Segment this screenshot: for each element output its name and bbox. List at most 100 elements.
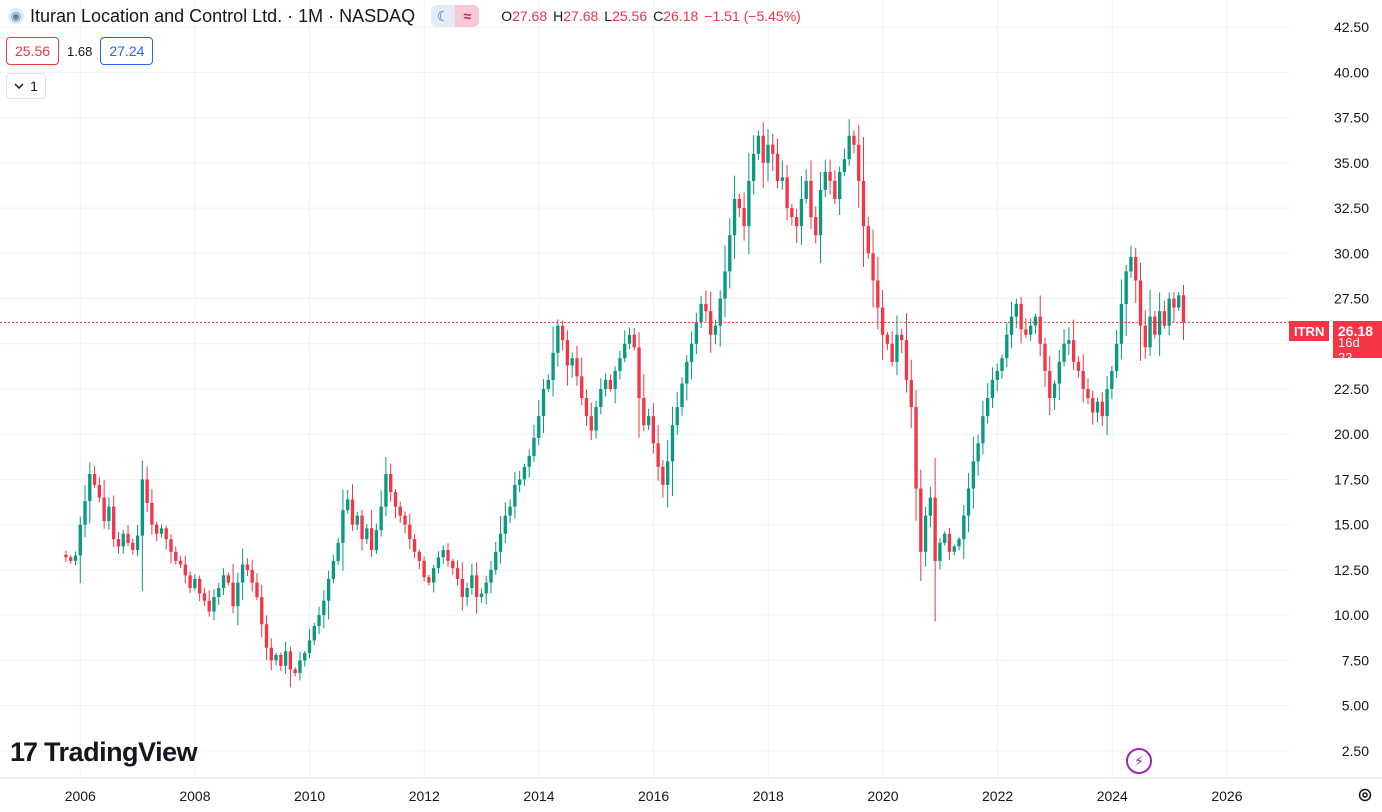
indicators-toggle[interactable]: 1 [6, 73, 46, 99]
candle[interactable] [809, 160, 813, 229]
candle[interactable] [121, 529, 125, 554]
candle[interactable] [503, 502, 507, 544]
candle[interactable] [785, 165, 789, 221]
candle[interactable] [408, 513, 412, 550]
candle[interactable] [685, 355, 689, 401]
candle[interactable] [1067, 326, 1071, 356]
candle[interactable] [775, 138, 780, 189]
candle[interactable] [107, 497, 111, 530]
candle[interactable] [1177, 292, 1181, 311]
candle[interactable] [766, 129, 770, 182]
candle[interactable] [279, 652, 283, 672]
candle[interactable] [661, 459, 665, 498]
candle[interactable] [346, 489, 350, 514]
candle[interactable] [537, 400, 541, 446]
candle[interactable] [73, 551, 78, 566]
candle[interactable] [1110, 365, 1114, 400]
candle[interactable] [723, 245, 727, 318]
candle[interactable] [823, 159, 827, 197]
candle[interactable] [632, 327, 636, 351]
candle[interactable] [1043, 337, 1047, 388]
candle[interactable] [1148, 289, 1152, 356]
candle[interactable] [484, 575, 488, 605]
candle[interactable] [642, 374, 646, 432]
candle[interactable] [1105, 376, 1109, 436]
candle[interactable] [756, 130, 761, 160]
candle[interactable] [260, 584, 264, 638]
candle[interactable] [1048, 355, 1052, 416]
candle[interactable] [890, 331, 894, 367]
candle[interactable] [1172, 292, 1176, 323]
candle[interactable] [470, 563, 474, 595]
candle[interactable] [255, 573, 259, 601]
candle[interactable] [837, 166, 842, 216]
candle[interactable] [422, 556, 426, 582]
candle[interactable] [986, 383, 990, 424]
candle[interactable] [226, 572, 230, 586]
candle[interactable] [178, 556, 183, 569]
candle[interactable] [1028, 318, 1033, 341]
candle[interactable] [217, 583, 221, 605]
candle[interactable] [904, 313, 909, 393]
candle[interactable] [876, 256, 880, 330]
candle[interactable] [771, 133, 775, 171]
candle[interactable] [1005, 322, 1009, 368]
candle[interactable] [474, 562, 479, 614]
candle[interactable] [847, 119, 851, 166]
candle[interactable] [174, 546, 178, 565]
candle[interactable] [446, 543, 450, 567]
candle[interactable] [288, 646, 293, 688]
candle[interactable] [1138, 262, 1143, 361]
candle[interactable] [188, 571, 192, 593]
candle[interactable] [250, 559, 254, 592]
candle[interactable] [532, 424, 536, 462]
candle[interactable] [369, 510, 374, 557]
candle[interactable] [947, 527, 952, 561]
candle[interactable] [699, 295, 703, 328]
settings-gear-icon[interactable] [1358, 788, 1372, 802]
candle[interactable] [608, 374, 613, 392]
candle[interactable] [312, 622, 316, 646]
candle[interactable] [794, 208, 799, 243]
candle[interactable] [126, 525, 130, 546]
candle[interactable] [680, 377, 684, 416]
candle[interactable] [274, 652, 278, 666]
candle[interactable] [866, 217, 870, 259]
candle[interactable] [742, 192, 746, 241]
candle[interactable] [909, 359, 913, 428]
candle[interactable] [852, 130, 856, 154]
candle[interactable] [169, 534, 173, 564]
candle[interactable] [412, 533, 417, 559]
candle[interactable] [317, 606, 321, 635]
candle[interactable] [283, 641, 288, 674]
candle[interactable] [83, 485, 87, 538]
candle[interactable] [928, 486, 933, 527]
moon-icon[interactable]: ☾ [431, 5, 456, 27]
candle[interactable] [1157, 292, 1162, 356]
candle[interactable] [1181, 284, 1186, 341]
candle[interactable] [689, 331, 694, 380]
candle[interactable] [374, 523, 379, 555]
candle[interactable] [1076, 356, 1081, 378]
candle[interactable] [751, 135, 756, 195]
candle[interactable] [656, 424, 660, 481]
candle[interactable] [790, 203, 794, 226]
candle[interactable] [900, 328, 904, 354]
candle[interactable] [465, 582, 469, 606]
candle[interactable] [221, 568, 226, 596]
candle[interactable] [556, 319, 560, 367]
candle[interactable] [981, 400, 985, 455]
candle[interactable] [112, 495, 116, 547]
candle[interactable] [995, 363, 999, 392]
candle[interactable] [646, 408, 651, 431]
candle[interactable] [1071, 319, 1076, 371]
candle[interactable] [379, 490, 383, 537]
candle[interactable] [594, 400, 598, 439]
candle[interactable] [957, 537, 961, 551]
candle[interactable] [1009, 301, 1014, 349]
candle[interactable] [675, 391, 679, 435]
candle[interactable] [436, 551, 441, 574]
candle[interactable] [441, 545, 445, 565]
candle[interactable] [455, 560, 460, 586]
candle[interactable] [728, 218, 732, 289]
